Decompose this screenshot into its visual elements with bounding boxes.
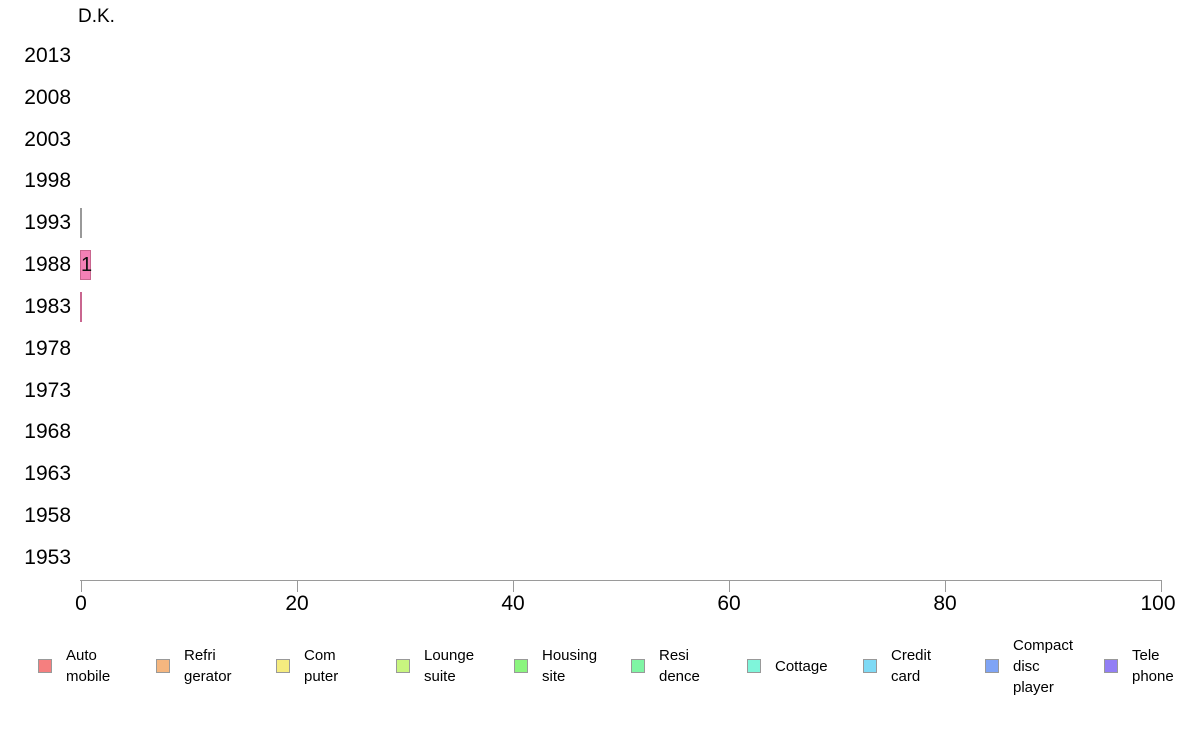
legend-item-compact-disc-player: Compact disc player — [985, 626, 1073, 706]
legend-item-computer: Com puter — [276, 626, 338, 706]
chart-title: D.K. — [78, 6, 115, 27]
x-axis-line — [80, 580, 1161, 581]
x-axis-tick-label: 0 — [75, 592, 87, 615]
y-axis-label: 1988 — [24, 253, 71, 276]
legend-item-cottage: Cottage — [747, 626, 828, 706]
x-axis-tick-label: 40 — [501, 592, 525, 615]
legend-swatch-computer — [276, 659, 290, 673]
x-axis-tick-label: 80 — [933, 592, 957, 615]
bar-1993 — [80, 208, 82, 238]
x-axis-tick-label: 60 — [717, 592, 741, 615]
y-axis-label: 1963 — [24, 462, 71, 485]
legend-item-automobile: Auto mobile — [38, 626, 110, 706]
legend-label: Cottage — [775, 657, 828, 675]
legend-item-lounge-suite: Lounge suite — [396, 626, 474, 706]
y-axis-label: 1993 — [24, 211, 71, 234]
legend-item-housing-site: Housing site — [514, 626, 597, 706]
legend-label: Resi dence — [659, 647, 700, 685]
legend-label: Tele phone — [1132, 647, 1174, 685]
x-axis-tick — [729, 580, 730, 592]
legend-label: Auto mobile — [66, 647, 111, 685]
legend-swatch-refrigerator — [156, 659, 170, 673]
legend-label: Refri gerator — [184, 647, 232, 685]
y-axis-label: 1968 — [24, 420, 71, 443]
y-axis-label: 1983 — [24, 295, 71, 318]
legend-label: Credit card — [891, 647, 932, 685]
bar-value-label: 1 — [81, 254, 93, 276]
y-axis-label: 2008 — [24, 86, 71, 109]
legend-swatch-residence — [631, 659, 645, 673]
legend-swatch-housing-site — [514, 659, 528, 673]
y-axis-label: 1998 — [24, 169, 71, 192]
y-axis-label: 2013 — [24, 44, 71, 67]
x-axis-tick — [945, 580, 946, 592]
legend-item-credit-card: Credit card — [863, 626, 931, 706]
legend-item-telephone: Tele phone — [1104, 626, 1174, 706]
legend-swatch-credit-card — [863, 659, 877, 673]
legend-swatch-telephone — [1104, 659, 1118, 673]
x-axis-tick — [1161, 580, 1162, 592]
legend-label: Lounge suite — [424, 647, 475, 685]
y-axis-label: 1958 — [24, 504, 71, 527]
legend-label: Housing site — [542, 647, 598, 685]
legend-item-residence: Resi dence — [631, 626, 700, 706]
x-axis-tick-label: 100 — [1140, 592, 1176, 615]
bar-1983 — [80, 292, 82, 322]
legend-swatch-compact-disc-player — [985, 659, 999, 673]
y-axis-label: 2003 — [24, 128, 71, 151]
plot-area: 1 — [80, 0, 1161, 580]
y-axis-label: 1953 — [24, 546, 71, 569]
y-axis-label: 1973 — [24, 379, 71, 402]
x-axis-tick — [513, 580, 514, 592]
bar-1988: 1 — [80, 250, 93, 280]
legend-item-refrigerator: Refri gerator — [156, 626, 232, 706]
legend-swatch-lounge-suite — [396, 659, 410, 673]
x-axis-tick — [81, 580, 82, 592]
y-axis-label: 1978 — [24, 337, 71, 360]
legend: Auto mobile Refri gerator Com puter Loun… — [0, 626, 1188, 706]
legend-label: Compact disc player — [1013, 636, 1074, 696]
x-axis-tick — [297, 580, 298, 592]
x-axis-tick-label: 20 — [285, 592, 309, 615]
legend-label: Com puter — [304, 647, 339, 685]
legend-swatch-cottage — [747, 659, 761, 673]
legend-swatch-automobile — [38, 659, 52, 673]
